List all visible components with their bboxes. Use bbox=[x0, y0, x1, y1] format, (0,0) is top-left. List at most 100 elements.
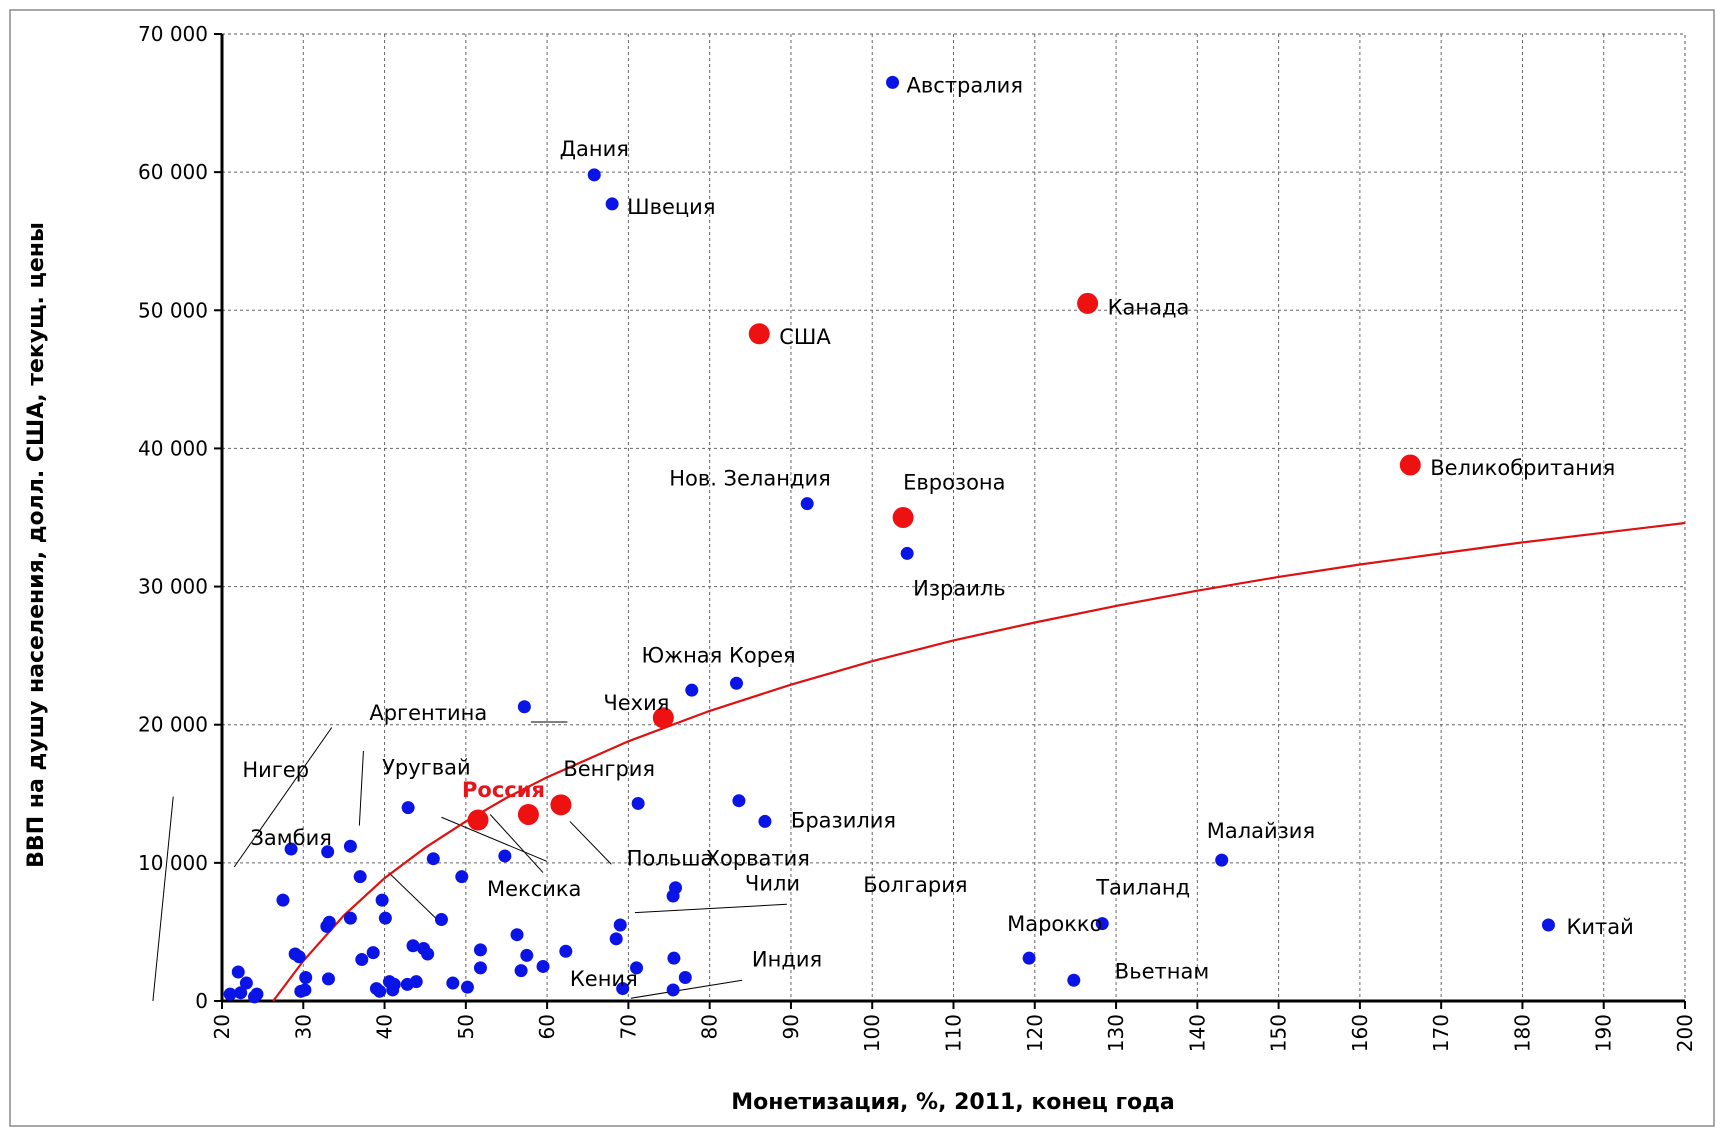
data-point bbox=[239, 976, 253, 990]
data-point bbox=[613, 918, 627, 932]
data-point bbox=[421, 947, 435, 961]
data-point bbox=[758, 814, 772, 828]
data-point bbox=[366, 946, 380, 960]
data-point bbox=[223, 987, 237, 1001]
country-label: Венгрия bbox=[563, 757, 655, 781]
x-tick-label: 80 bbox=[698, 1014, 722, 1039]
data-point bbox=[378, 911, 392, 925]
x-tick-label: 120 bbox=[1023, 1014, 1047, 1052]
x-tick-label: 70 bbox=[616, 1014, 640, 1039]
data-point bbox=[248, 990, 262, 1004]
data-point bbox=[520, 948, 534, 962]
data-point bbox=[455, 870, 469, 884]
highlight-point bbox=[550, 794, 572, 816]
x-tick-label: 20 bbox=[210, 1014, 234, 1039]
data-point bbox=[666, 889, 680, 903]
x-tick-label: 140 bbox=[1185, 1014, 1209, 1052]
data-point bbox=[343, 839, 357, 853]
highlight-point bbox=[467, 809, 489, 831]
x-tick-label: 170 bbox=[1429, 1014, 1453, 1052]
x-tick-label: 60 bbox=[535, 1014, 559, 1039]
data-point bbox=[409, 975, 423, 989]
data-point bbox=[536, 959, 550, 973]
data-point bbox=[587, 168, 601, 182]
y-tick-label: 50 000 bbox=[138, 298, 208, 322]
data-point bbox=[498, 849, 512, 863]
point-label: Вьетнам bbox=[1115, 959, 1209, 983]
country-label: Замбия bbox=[250, 826, 331, 850]
point-label: Аргентина bbox=[369, 701, 487, 725]
data-point bbox=[320, 919, 334, 933]
leader-line bbox=[634, 903, 787, 914]
data-point bbox=[321, 845, 335, 859]
data-point bbox=[800, 497, 814, 511]
x-tick-label: 200 bbox=[1673, 1014, 1697, 1052]
data-point bbox=[667, 951, 681, 965]
point-label: Еврозона bbox=[903, 471, 1005, 495]
data-point bbox=[231, 965, 245, 979]
leader-line bbox=[152, 796, 174, 1002]
x-tick-label: 180 bbox=[1510, 1014, 1534, 1052]
x-tick-label: 90 bbox=[779, 1014, 803, 1039]
data-point bbox=[386, 983, 400, 997]
data-point bbox=[729, 676, 743, 690]
leader-line bbox=[233, 727, 333, 868]
data-point bbox=[426, 852, 440, 866]
point-label: Австралия bbox=[907, 73, 1023, 97]
data-point bbox=[900, 546, 914, 560]
gridlines bbox=[222, 34, 1685, 1001]
y-tick-label: 0 bbox=[195, 989, 208, 1013]
x-tick-label: 190 bbox=[1592, 1014, 1616, 1052]
x-tick-label: 130 bbox=[1104, 1014, 1128, 1052]
data-point bbox=[666, 983, 680, 997]
country-label: Индия bbox=[752, 947, 822, 971]
x-tick-label: 110 bbox=[942, 1014, 966, 1052]
axes: 20 30 40 50 60 70 80 90 100 110 120 130 140 150 160 170… bbox=[138, 22, 1697, 1052]
data-point bbox=[434, 912, 448, 926]
x-tick-label: 150 bbox=[1267, 1014, 1291, 1052]
highlight-point bbox=[892, 507, 914, 528]
data-point bbox=[355, 953, 369, 967]
x-tick-label: 100 bbox=[860, 1014, 884, 1052]
data-point bbox=[616, 982, 630, 996]
highlight-point bbox=[1399, 454, 1421, 476]
data-point bbox=[292, 950, 306, 964]
data-point bbox=[1215, 853, 1229, 867]
data-point bbox=[1541, 918, 1555, 932]
data-point bbox=[284, 842, 298, 856]
data-point bbox=[446, 976, 460, 990]
point-label: Малайзия bbox=[1207, 819, 1315, 843]
leader-line bbox=[358, 750, 364, 826]
point-label: Швеция bbox=[627, 195, 715, 219]
data-point bbox=[631, 796, 645, 810]
highlight-point bbox=[652, 707, 674, 729]
y-axis-title: ВВП на душу населения, долл. США, текущ.… bbox=[24, 222, 49, 868]
point-label: Марокко bbox=[1007, 912, 1102, 936]
highlight-point bbox=[517, 804, 539, 826]
data-point bbox=[321, 972, 335, 986]
data-point bbox=[460, 980, 474, 994]
highlight-point bbox=[1077, 292, 1099, 314]
point-label: Дания bbox=[560, 137, 629, 161]
data-point bbox=[1022, 951, 1036, 965]
leader-line bbox=[388, 872, 442, 924]
point-label: Россия bbox=[462, 778, 545, 802]
country-label: Нигер bbox=[242, 758, 309, 782]
data-point bbox=[299, 971, 313, 985]
x-tick-label: 160 bbox=[1348, 1014, 1372, 1052]
data-point bbox=[276, 893, 290, 907]
data-point bbox=[514, 964, 528, 978]
point-label: Бразилия bbox=[791, 808, 896, 832]
y-tick-label: 70 000 bbox=[138, 22, 208, 46]
country-label: Кения bbox=[570, 967, 638, 991]
data-point bbox=[373, 984, 387, 998]
point-label: Канада bbox=[1108, 295, 1190, 319]
y-tick-label: 20 000 bbox=[138, 713, 208, 737]
point-label: США bbox=[779, 325, 831, 349]
point-label: Израиль bbox=[913, 576, 1006, 600]
data-point bbox=[510, 928, 524, 942]
data-point bbox=[559, 944, 573, 958]
point-label: Таиланд bbox=[1095, 876, 1190, 900]
